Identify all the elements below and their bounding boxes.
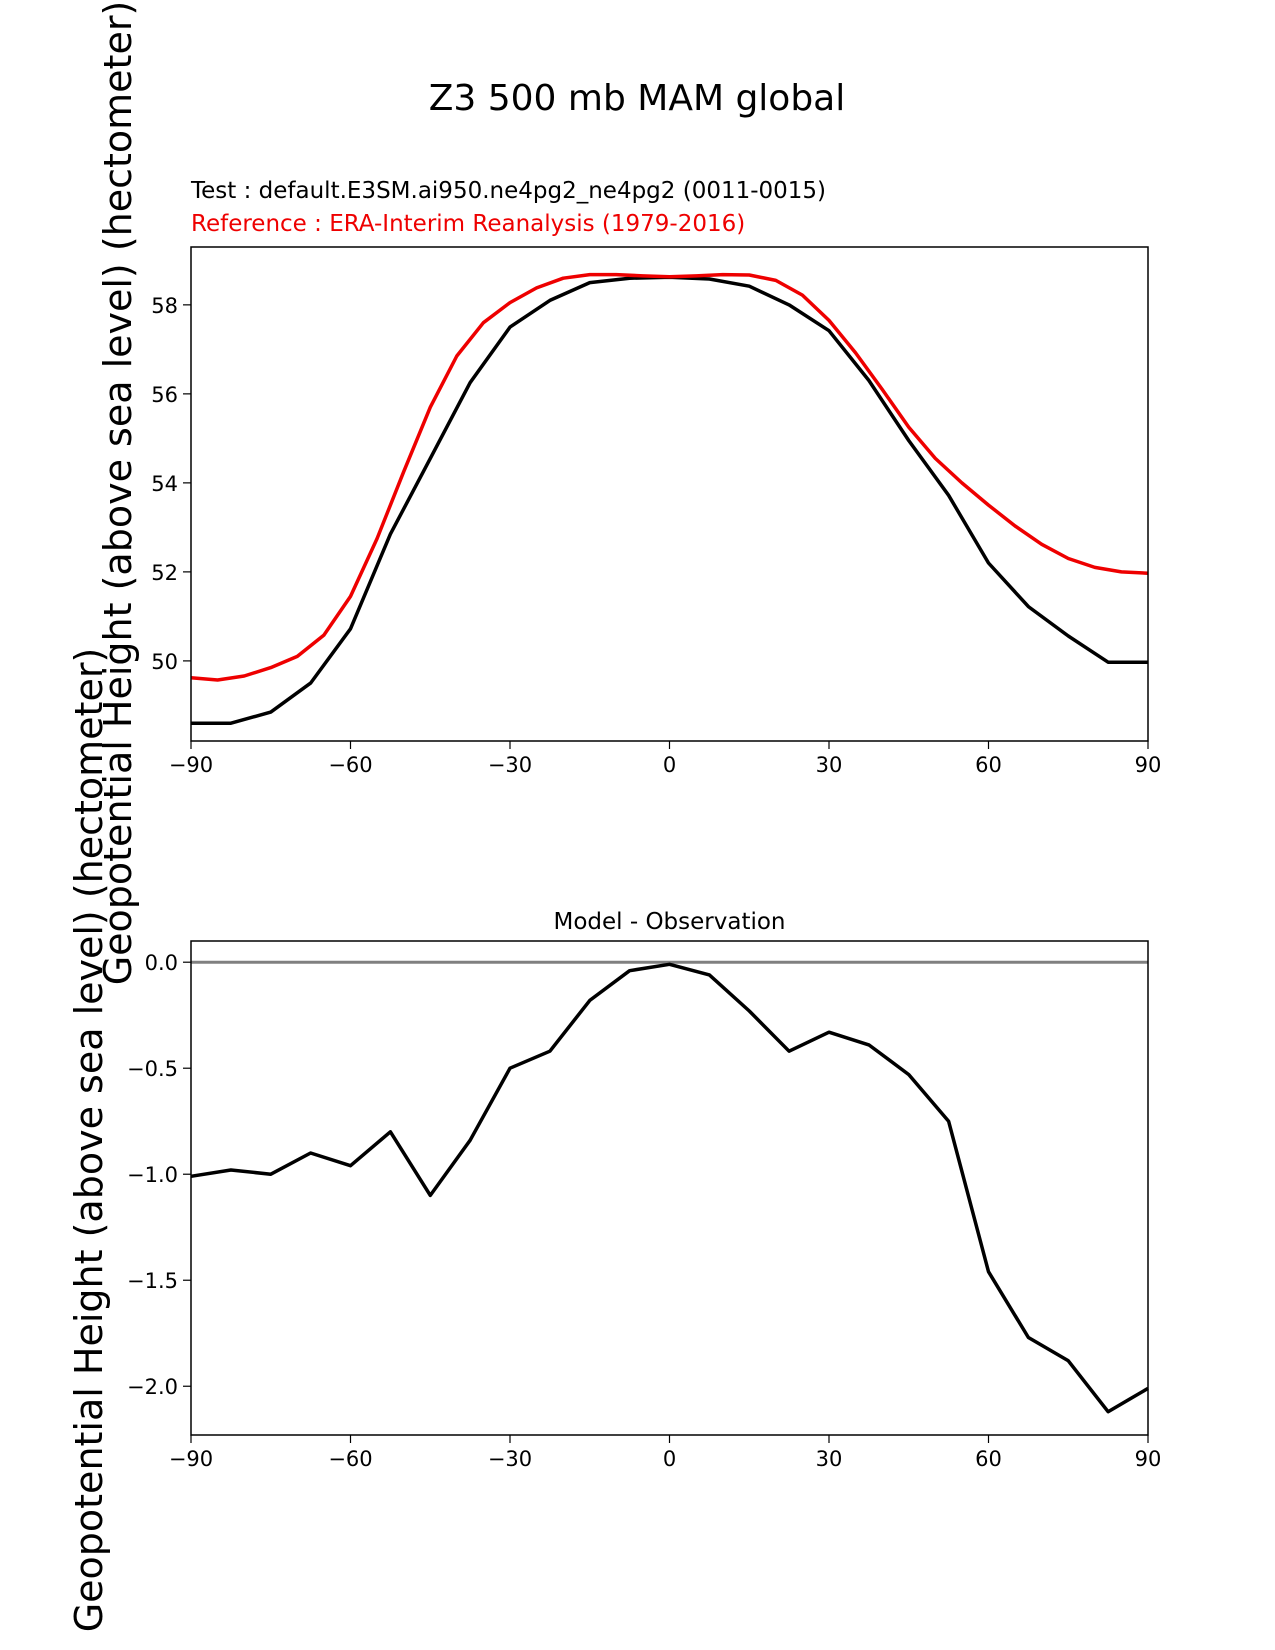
- top-panel: −90 −60 −30 0 30 60 90 50 52 54 56 58: [151, 246, 1162, 777]
- bottom-ytick-label: −1.5: [127, 1269, 178, 1293]
- top-series-reference: [190, 272, 1149, 682]
- bottom-series-model-observation: [190, 962, 1149, 1414]
- bottom-panel: Model - Observation −90 −60 −30 0 30 60 90 0.0 −0…: [127, 909, 1161, 1471]
- top-xtick-label: −60: [328, 753, 372, 777]
- bottom-xtick-label: 60: [975, 1447, 1002, 1471]
- top-ytick-label: 56: [151, 383, 178, 407]
- bottom-xtick-label: 30: [816, 1447, 843, 1471]
- top-xtick-label: 0: [663, 753, 676, 777]
- figure-title: Z3 500 mb MAM global: [429, 78, 846, 119]
- top-xtick-label: 30: [816, 753, 843, 777]
- reference-label: Reference : ERA-Interim Reanalysis (1979…: [191, 211, 745, 237]
- top-series-test: [191, 275, 1148, 725]
- top-xtick-label: 60: [975, 753, 1002, 777]
- bottom-panel-ylabel: Geopotential Height (above sea level) (h…: [67, 648, 111, 1633]
- bottom-xtick-label: −60: [328, 1447, 372, 1471]
- bottom-xtick-label: 90: [1135, 1447, 1162, 1471]
- bottom-xtick-label: −30: [488, 1447, 532, 1471]
- top-ytick-label: 58: [151, 294, 178, 318]
- top-ytick-label: 52: [151, 561, 178, 585]
- bottom-ytick-label: 0.0: [145, 951, 178, 975]
- bottom-ytick-label: −2.0: [127, 1375, 178, 1399]
- top-panel-ylabel: Geopotential Height (above sea level) (h…: [96, 1, 140, 986]
- test-label: Test : default.E3SM.ai950.ne4pg2_ne4pg2 …: [190, 178, 826, 204]
- top-ytick-label: 50: [151, 650, 178, 674]
- top-frame: [190, 246, 1149, 742]
- top-xtick-label: −30: [488, 753, 532, 777]
- top-ytick-label: 54: [151, 472, 178, 496]
- bottom-title: Model - Observation: [553, 909, 785, 935]
- bottom-frame: [190, 940, 1149, 1436]
- top-xtick-label: 90: [1135, 753, 1162, 777]
- bottom-ytick-label: −1.0: [127, 1163, 178, 1187]
- bottom-xtick-label: 0: [663, 1447, 676, 1471]
- top-xtick-label: −90: [169, 753, 213, 777]
- bottom-xtick-label: −90: [169, 1447, 213, 1471]
- bottom-ytick-label: −0.5: [127, 1057, 178, 1081]
